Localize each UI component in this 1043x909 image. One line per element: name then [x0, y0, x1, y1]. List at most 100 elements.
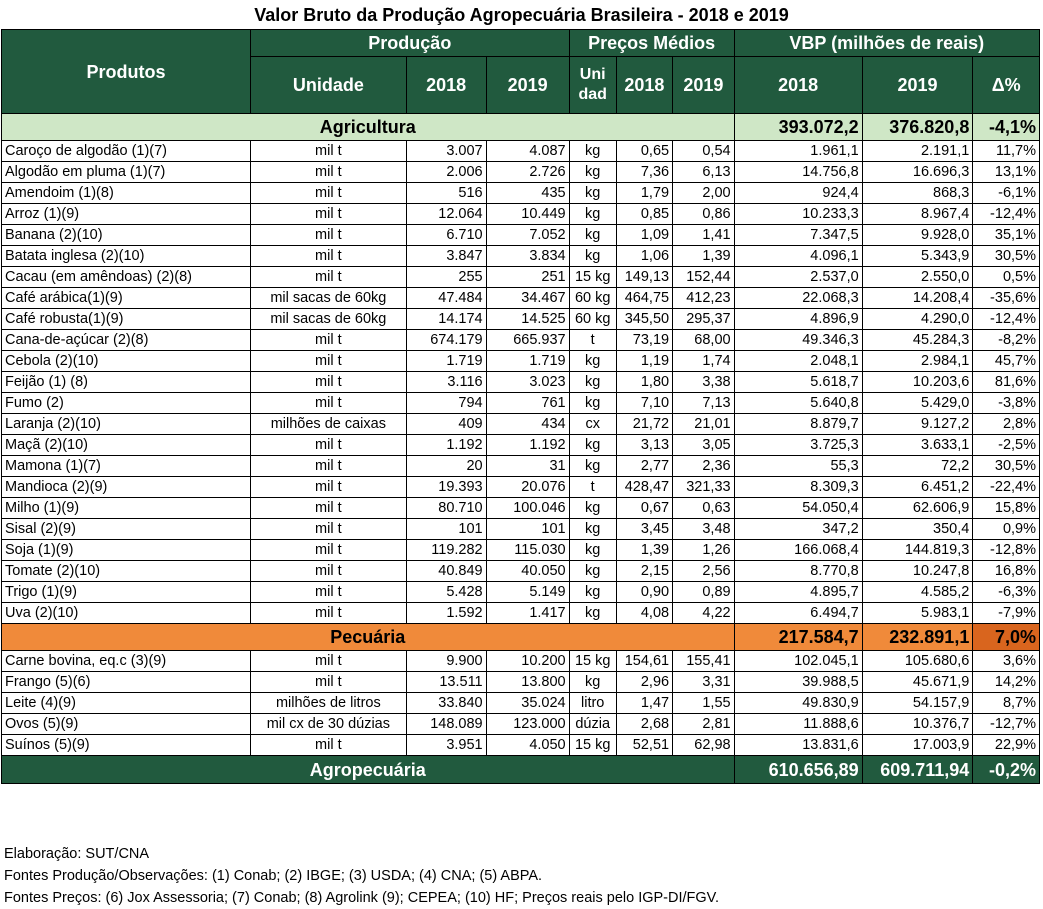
section-vbp-2019: 376.820,8 [861, 113, 974, 141]
header-producao: Produção [249, 29, 570, 57]
cell-preco-2018: 1,19 [615, 350, 674, 372]
cell-vbp-2018: 3.725,3 [733, 434, 863, 456]
cell-delta: 45,7% [972, 350, 1040, 372]
header-vbp-2019: 2019 [861, 56, 974, 114]
cell-delta: -12,8% [972, 539, 1040, 561]
cell-vbp-2018: 13.831,6 [733, 734, 863, 756]
cell-vbp-2018: 55,3 [733, 455, 863, 477]
table-row: Algodão em pluma (1)(7) mil t 2.006 2.726 kg… [1, 161, 1040, 183]
header-delta: Δ% [972, 56, 1040, 114]
cell-unid-preco: kg [568, 434, 617, 456]
cell-unidade: mil t [249, 224, 407, 246]
cell-vbp-2018: 924,4 [733, 182, 863, 204]
header-vbp: VBP (milhões de reais) [733, 29, 1041, 57]
cell-producao-2018: 47.484 [405, 287, 487, 309]
cell-preco-2018: 0,90 [615, 581, 674, 603]
cell-produto: Arroz (1)(9) [1, 203, 251, 225]
cell-producao-2018: 5.428 [405, 581, 487, 603]
cell-producao-2019: 10.200 [485, 650, 570, 672]
cell-preco-2018: 428,47 [615, 476, 674, 498]
cell-producao-2019: 101 [485, 518, 570, 540]
section-pecuaria: Pecuária 217.584,7 232.891,1 7,0% [1, 623, 1040, 651]
cell-preco-2018: 2,68 [615, 713, 674, 735]
cell-preco-2019: 21,01 [672, 413, 735, 435]
table-row: Cana-de-açúcar (2)(8) mil t 674.179 665.937… [1, 329, 1040, 351]
table-row: Maçã (2)(10) mil t 1.192 1.192 kg 3,13 3,05 3.7… [1, 434, 1040, 456]
cell-producao-2019: 115.030 [485, 539, 570, 561]
table-row: Batata inglesa (2)(10) mil t 3.847 3.834 kg 1… [1, 245, 1040, 267]
cell-producao-2018: 3.951 [405, 734, 487, 756]
cell-vbp-2018: 49.346,3 [733, 329, 863, 351]
table-row: Uva (2)(10) mil t 1.592 1.417 kg 4,08 4,22 6.49… [1, 602, 1040, 624]
cell-unid-preco: kg [568, 161, 617, 183]
cell-vbp-2019: 6.451,2 [861, 476, 974, 498]
cell-delta: 22,9% [972, 734, 1040, 756]
cell-producao-2018: 19.393 [405, 476, 487, 498]
cell-unid-preco: kg [568, 350, 617, 372]
cell-producao-2019: 14.525 [485, 308, 570, 330]
cell-producao-2018: 9.900 [405, 650, 487, 672]
cell-delta: 3,6% [972, 650, 1040, 672]
cell-delta: -2,5% [972, 434, 1040, 456]
cell-unid-preco: kg [568, 497, 617, 519]
cell-vbp-2019: 5.983,1 [861, 602, 974, 624]
cell-unidade: milhões de litros [249, 692, 407, 714]
table-row: Soja (1)(9) mil t 119.282 115.030 kg 1,39 1,26… [1, 539, 1040, 561]
cell-unidade: mil t [249, 476, 407, 498]
cell-unidade: mil t [249, 203, 407, 225]
footnote-fontes-precos: Fontes Preços: (6) Jox Assessoria; (7) C… [4, 890, 720, 906]
table-row: Ovos (5)(9) mil cx de 30 dúzias 148.089 123… [1, 713, 1040, 735]
cell-producao-2018: 516 [405, 182, 487, 204]
header-unid-preco: Uni dad [568, 56, 617, 114]
cell-producao-2019: 435 [485, 182, 570, 204]
cell-produto: Frango (5)(6) [1, 671, 251, 693]
cell-delta: -12,7% [972, 713, 1040, 735]
cell-unidade: mil t [249, 650, 407, 672]
cell-preco-2019: 1,39 [672, 245, 735, 267]
cell-producao-2019: 251 [485, 266, 570, 288]
cell-preco-2018: 1,47 [615, 692, 674, 714]
cell-vbp-2019: 350,4 [861, 518, 974, 540]
cell-vbp-2018: 347,2 [733, 518, 863, 540]
cell-unidade: mil t [249, 455, 407, 477]
cell-producao-2018: 409 [405, 413, 487, 435]
cell-delta: -6,1% [972, 182, 1040, 204]
cell-preco-2018: 1,06 [615, 245, 674, 267]
cell-preco-2019: 1,41 [672, 224, 735, 246]
cell-unidade: mil t [249, 560, 407, 582]
cell-preco-2018: 4,08 [615, 602, 674, 624]
section-label: Agricultura [1, 113, 735, 141]
cell-preco-2018: 3,13 [615, 434, 674, 456]
cell-vbp-2019: 10.203,6 [861, 371, 974, 393]
cell-vbp-2018: 7.347,5 [733, 224, 863, 246]
cell-produto: Leite (4)(9) [1, 692, 251, 714]
cell-unid-preco: t [568, 476, 617, 498]
cell-producao-2018: 1.719 [405, 350, 487, 372]
cell-preco-2018: 52,51 [615, 734, 674, 756]
cell-preco-2019: 0,63 [672, 497, 735, 519]
cell-unidade: mil sacas de 60kg [249, 287, 407, 309]
cell-unidade: mil t [249, 371, 407, 393]
cell-delta: -35,6% [972, 287, 1040, 309]
cell-unidade: mil t [249, 434, 407, 456]
cell-unidade: mil t [249, 350, 407, 372]
cell-preco-2019: 62,98 [672, 734, 735, 756]
cell-unid-preco: 15 kg [568, 650, 617, 672]
cell-produto: Mamona (1)(7) [1, 455, 251, 477]
cell-vbp-2018: 4.096,1 [733, 245, 863, 267]
cell-vbp-2019: 62.606,9 [861, 497, 974, 519]
cell-vbp-2018: 8.879,7 [733, 413, 863, 435]
cell-preco-2019: 0,86 [672, 203, 735, 225]
cell-producao-2019: 5.149 [485, 581, 570, 603]
cell-produto: Carne bovina, eq.c (3)(9) [1, 650, 251, 672]
cell-unidade: mil t [249, 329, 407, 351]
cell-producao-2018: 1.192 [405, 434, 487, 456]
header-produtos: Produtos [1, 29, 251, 114]
cell-unidade: mil t [249, 497, 407, 519]
cell-delta: 81,6% [972, 371, 1040, 393]
cell-vbp-2019: 105.680,6 [861, 650, 974, 672]
cell-preco-2018: 2,96 [615, 671, 674, 693]
cell-unid-preco: kg [568, 224, 617, 246]
table-title: Valor Bruto da Produção Agropecuária Bra… [254, 5, 789, 25]
cell-vbp-2018: 2.537,0 [733, 266, 863, 288]
